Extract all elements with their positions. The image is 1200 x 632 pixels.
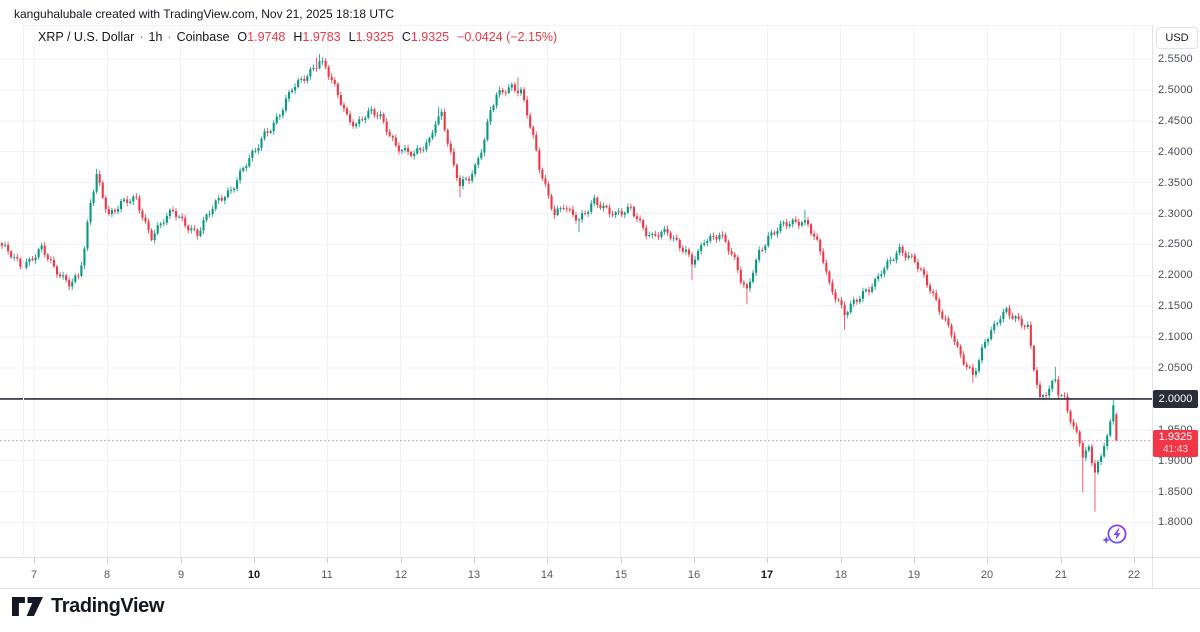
change-value: −0.0424 (−2.15%) [457,30,558,44]
date-label: 10 [247,569,261,581]
date-label: 8 [103,569,111,581]
time-axis-tick [327,558,328,563]
bar-close-countdown: 41:43 [1162,444,1189,455]
legend-separator: · [167,30,172,44]
time-axis-tick [34,558,35,563]
price-axis-separator [1152,25,1153,588]
tradingview-logo-text: TradingView [51,595,165,617]
time-axis-separator [0,557,1200,558]
tradingview-logo-glyph-icon [12,595,43,618]
time-axis-tick [621,558,622,563]
current-price-value: 1.9325 [1158,431,1193,443]
attribution-text: kanguhalubale created with TradingView.c… [14,7,395,21]
date-label: 11 [321,569,333,581]
time-axis-tick [914,558,915,563]
date-label: 7 [30,569,38,581]
date-label: 14 [540,569,554,581]
date-label: 22 [1127,569,1141,581]
time-axis-tick [841,558,842,563]
ohlc-value: 1.9748 [247,30,286,44]
price-axis-label: 2.1000 [1158,331,1193,343]
symbol-name[interactable]: XRP / U.S. Dollar [38,30,135,44]
flash-pattern-icon[interactable] [1100,520,1132,552]
price-axis-label: 2.1500 [1158,300,1193,312]
ohlc-values: O1.9748 H1.9783 L1.9325 C1.9325 [229,30,449,44]
ohlc-value: 1.9325 [355,30,394,44]
ohlc-label: H [293,30,303,44]
time-axis-tick [547,558,548,563]
ohlc-value: 1.9325 [410,30,450,44]
price-axis-label: 1.9000 [1158,455,1193,467]
price-axis-label: 2.3000 [1158,208,1193,220]
date-label: 18 [834,569,848,581]
price-axis-label: 1.8000 [1158,516,1193,528]
date-label: 17 [760,569,774,581]
price-axis-label: 2.0500 [1158,362,1193,374]
candlestick-chart-canvas[interactable] [0,0,1152,557]
price-axis-label: 2.5000 [1158,84,1193,96]
date-label: 12 [394,569,408,581]
chart-legend[interactable]: XRP / U.S. Dollar · 1h · Coinbase O1.9748 H1.9… [38,30,557,44]
date-label: 21 [1054,569,1068,581]
price-axis-label: 2.5500 [1158,53,1193,65]
price-axis-label: 2.4000 [1158,146,1193,158]
time-axis-tick [401,558,402,563]
ohlc-label: L [348,30,356,44]
time-axis-tick [1061,558,1062,563]
ohlc-value: 1.9783 [302,30,341,44]
time-axis-tick [254,558,255,563]
level-line-badge: 2.0000 [1153,390,1198,408]
date-label: 20 [980,569,994,581]
currency-label: USD [1156,27,1198,49]
time-axis-tick [694,558,695,563]
ohlc-label: C [401,30,411,44]
legend-separator: · [139,30,144,44]
time-axis-tick [1134,558,1135,563]
ohlc-label: O [237,30,248,44]
pane-left-border [23,25,24,557]
exchange-label: Coinbase [176,30,230,44]
time-axis-tick [987,558,988,563]
price-axis-label: 2.4500 [1158,115,1193,127]
time-axis-tick [181,558,182,563]
current-price-badge: 1.9325 41:43 [1153,430,1198,457]
price-axis-label: 2.2000 [1158,269,1193,281]
date-label: 15 [614,569,628,581]
interval-label[interactable]: 1h [148,30,163,44]
time-axis-tick [474,558,475,563]
pane-top-border [23,25,1152,26]
time-axis-tick [107,558,108,563]
time-axis-tick [767,558,768,563]
price-axis-label: 2.2500 [1158,238,1193,250]
tradingview-logo[interactable]: TradingView [12,595,164,618]
price-axis-label: 2.3500 [1158,177,1193,189]
snapshot-bottom-border [0,588,1200,589]
price-axis-label: 1.8500 [1158,486,1193,498]
date-label: 13 [467,569,481,581]
date-label: 16 [687,569,701,581]
date-label: 19 [907,569,921,581]
date-label: 9 [177,569,185,581]
